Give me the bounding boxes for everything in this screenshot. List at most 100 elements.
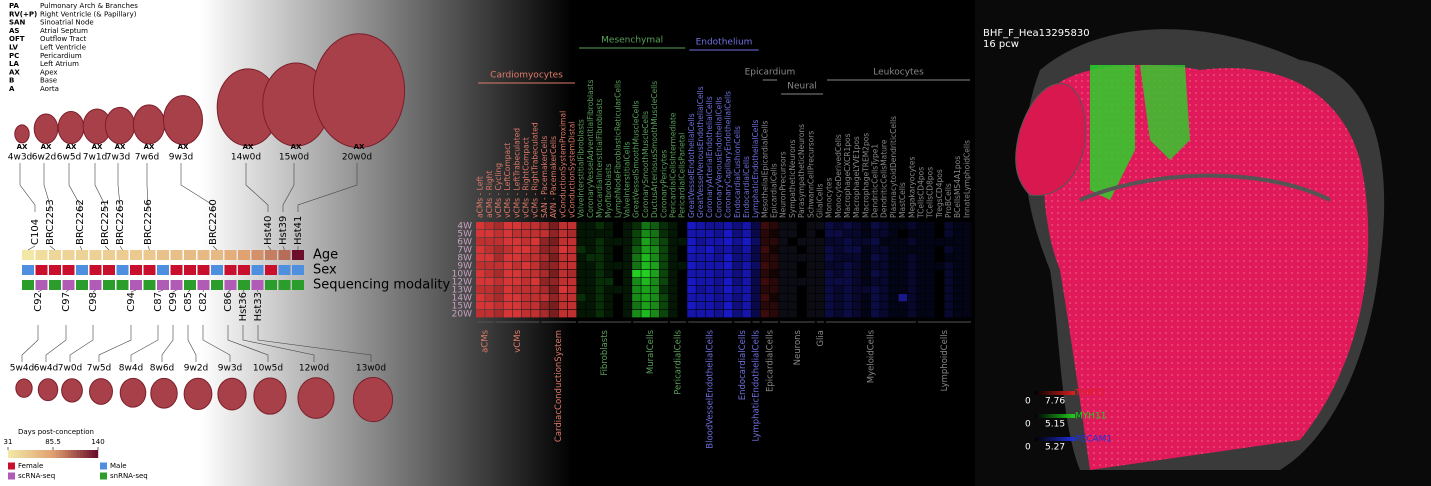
connector [98, 325, 132, 362]
heatmap-cell [916, 302, 926, 310]
heatmap-cell [834, 310, 843, 318]
heatmap-cell [577, 230, 586, 238]
heatmap-cell [659, 262, 669, 270]
heatmap-cell [503, 230, 513, 238]
heatmap-cell [926, 294, 935, 302]
view-label: AX [291, 143, 302, 151]
subgroup-label: MuralCells [646, 329, 656, 374]
column-label: InnateLymphoidCells [962, 140, 971, 218]
heatmap-cell [558, 302, 568, 310]
heatmap-cell [898, 222, 908, 230]
sex-tile [157, 265, 169, 275]
age-gradient [71, 450, 75, 458]
heatmap-cell [494, 230, 503, 238]
heatmap-cell [613, 238, 623, 246]
abbr: SAN [9, 19, 25, 27]
stage-label: 12w0d [299, 364, 329, 374]
heatmap-cell [632, 310, 641, 318]
heatmap-cell [806, 270, 816, 278]
heart-illustration [297, 377, 335, 419]
heatmap-cell [760, 262, 770, 270]
heatmap-cell [788, 262, 797, 270]
heatmap-cell [953, 238, 963, 246]
heatmap-cell [494, 246, 503, 254]
heatmap-cell [521, 294, 531, 302]
heatmap-cell [521, 254, 531, 262]
heatmap-cell [485, 254, 494, 262]
heatmap-cell [696, 246, 706, 254]
age-tile [62, 250, 75, 260]
group-label: Endothelium [696, 38, 753, 48]
heatmap-cell [632, 246, 641, 254]
age-tick-label: 140 [91, 438, 104, 446]
age-tile [103, 250, 115, 260]
heatmap-cell [632, 286, 641, 294]
heatmap-cell [779, 230, 788, 238]
heatmap-cell [852, 238, 862, 246]
age-tile [49, 250, 61, 260]
heatmap-cell [751, 302, 761, 310]
heatmap-cell [825, 254, 834, 262]
heatmap-cell [953, 278, 963, 286]
heatmap-cell [659, 278, 669, 286]
column-label: NeuronPrecursors [779, 151, 788, 218]
heatmap-cell [687, 246, 696, 254]
heatmap-cell [926, 238, 935, 246]
heatmap-cell [935, 238, 944, 246]
age-gradient [11, 450, 15, 458]
heatmap-cell [880, 302, 889, 310]
tissue-section [1015, 29, 1385, 471]
channel-name: MYH11 [1075, 412, 1106, 422]
heatmap-cell [503, 246, 513, 254]
heatmap-cell [769, 310, 779, 318]
heatmap-cell [926, 302, 935, 310]
heatmap-cell [806, 230, 816, 238]
age-tile [197, 250, 210, 260]
connector [202, 289, 204, 293]
heatmap-cell [769, 262, 779, 270]
heatmap-cell [485, 310, 494, 318]
heatmap-cell [870, 294, 880, 302]
age-tile [211, 250, 223, 260]
abbr-meaning: Pericardium [40, 52, 82, 60]
row-label: 8W [457, 254, 472, 264]
heatmap-cell [577, 254, 586, 262]
heatmap-cell [678, 278, 687, 286]
heatmap-cell [815, 246, 825, 254]
sex-tile [251, 265, 264, 275]
heatmap-cell [549, 222, 559, 230]
heatmap-cell [678, 286, 687, 294]
stage-label: 14w0d [231, 153, 261, 163]
heatmap-cell [714, 246, 724, 254]
heatmap-cell [549, 262, 559, 270]
heatmap-cell [916, 230, 926, 238]
heatmap-cell [604, 310, 614, 318]
age-gradient [23, 450, 27, 458]
heatmap-cell [586, 246, 595, 254]
column-label: MonocyteDerivedCells [834, 134, 843, 218]
heatmap-cell [476, 222, 485, 230]
legend-swatch [100, 472, 107, 480]
heatmap-cell [714, 230, 724, 238]
heatmap-cell [494, 262, 503, 270]
heatmap-cell [724, 222, 733, 230]
row-label: 10W [452, 270, 472, 280]
column-label: EpicardialCells [770, 163, 779, 218]
connector [43, 163, 51, 212]
sample-id: BRC2260 [208, 199, 219, 245]
column-label: Monocytes [825, 177, 834, 218]
heatmap-cell [668, 222, 678, 230]
heatmap-cell [567, 246, 577, 254]
heatmap-cell [797, 286, 807, 294]
heatmap-cell [540, 302, 549, 310]
heatmap-cell [558, 286, 568, 294]
view-label: AX [354, 143, 365, 151]
subgroup-label: MyeloidCells [866, 329, 876, 383]
heatmap-cell [604, 238, 614, 246]
heatmap-cell [834, 302, 843, 310]
heatmap-cell [788, 238, 797, 246]
heatmap-cell [512, 310, 522, 318]
heatmap-cell [577, 310, 586, 318]
heatmap-cell [586, 302, 595, 310]
sample-id: C98 [88, 292, 99, 312]
